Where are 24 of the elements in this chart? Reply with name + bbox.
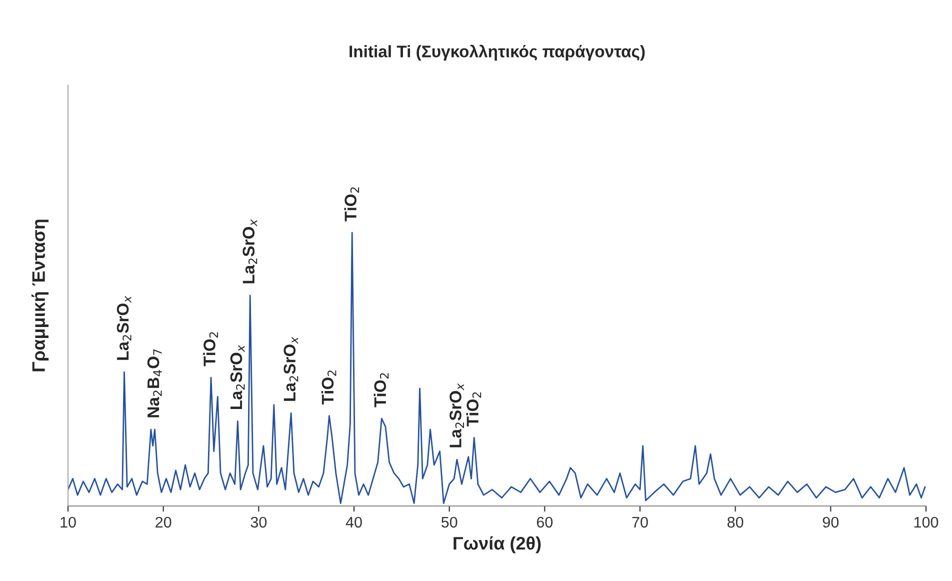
x-tick-label: 10	[60, 516, 76, 528]
annotation: La$_{2}$SrO$_{x}$	[242, 219, 258, 284]
annotation: TiO$_{2}$	[321, 370, 336, 404]
x-tick-label: 60	[536, 516, 553, 528]
x-tick-label: 80	[728, 516, 744, 528]
annotation: Na$_{2}$B$_{4}$O$_{7}$	[147, 349, 162, 418]
annotation: La$_{2}$SrO$_{x}$	[284, 336, 298, 401]
annotation: TiO$_{2}$	[203, 332, 218, 366]
annotation: La$_{2}$SrO$_{x}$	[450, 383, 464, 448]
chart-title: Initial Ti (Συγκολλητικός παράγοντας)	[350, 44, 645, 61]
x-tick-label: 30	[250, 516, 267, 528]
annotation: La$_{2}$SrO$_{x}$	[116, 296, 132, 360]
annotation: TiO$_{2}$	[374, 373, 389, 408]
annotation: La$_{2}$SrO$_{x}$	[230, 344, 245, 410]
x-tick-label: 50	[441, 516, 458, 528]
x-tick-label: 90	[822, 516, 839, 528]
x-tick-label: 100	[914, 516, 938, 528]
x-tick-label: 40	[346, 516, 362, 528]
x-tick-label: 20	[156, 516, 172, 528]
annotation: TiO$_{2}$	[344, 187, 360, 222]
x-axis-title: Γωνία (2θ)	[454, 536, 541, 554]
x-tick-label: 70	[632, 516, 648, 528]
annotation: TiO$_{2}$	[466, 392, 482, 426]
y-axis-title: Γραμμική Ένταση	[32, 220, 49, 372]
